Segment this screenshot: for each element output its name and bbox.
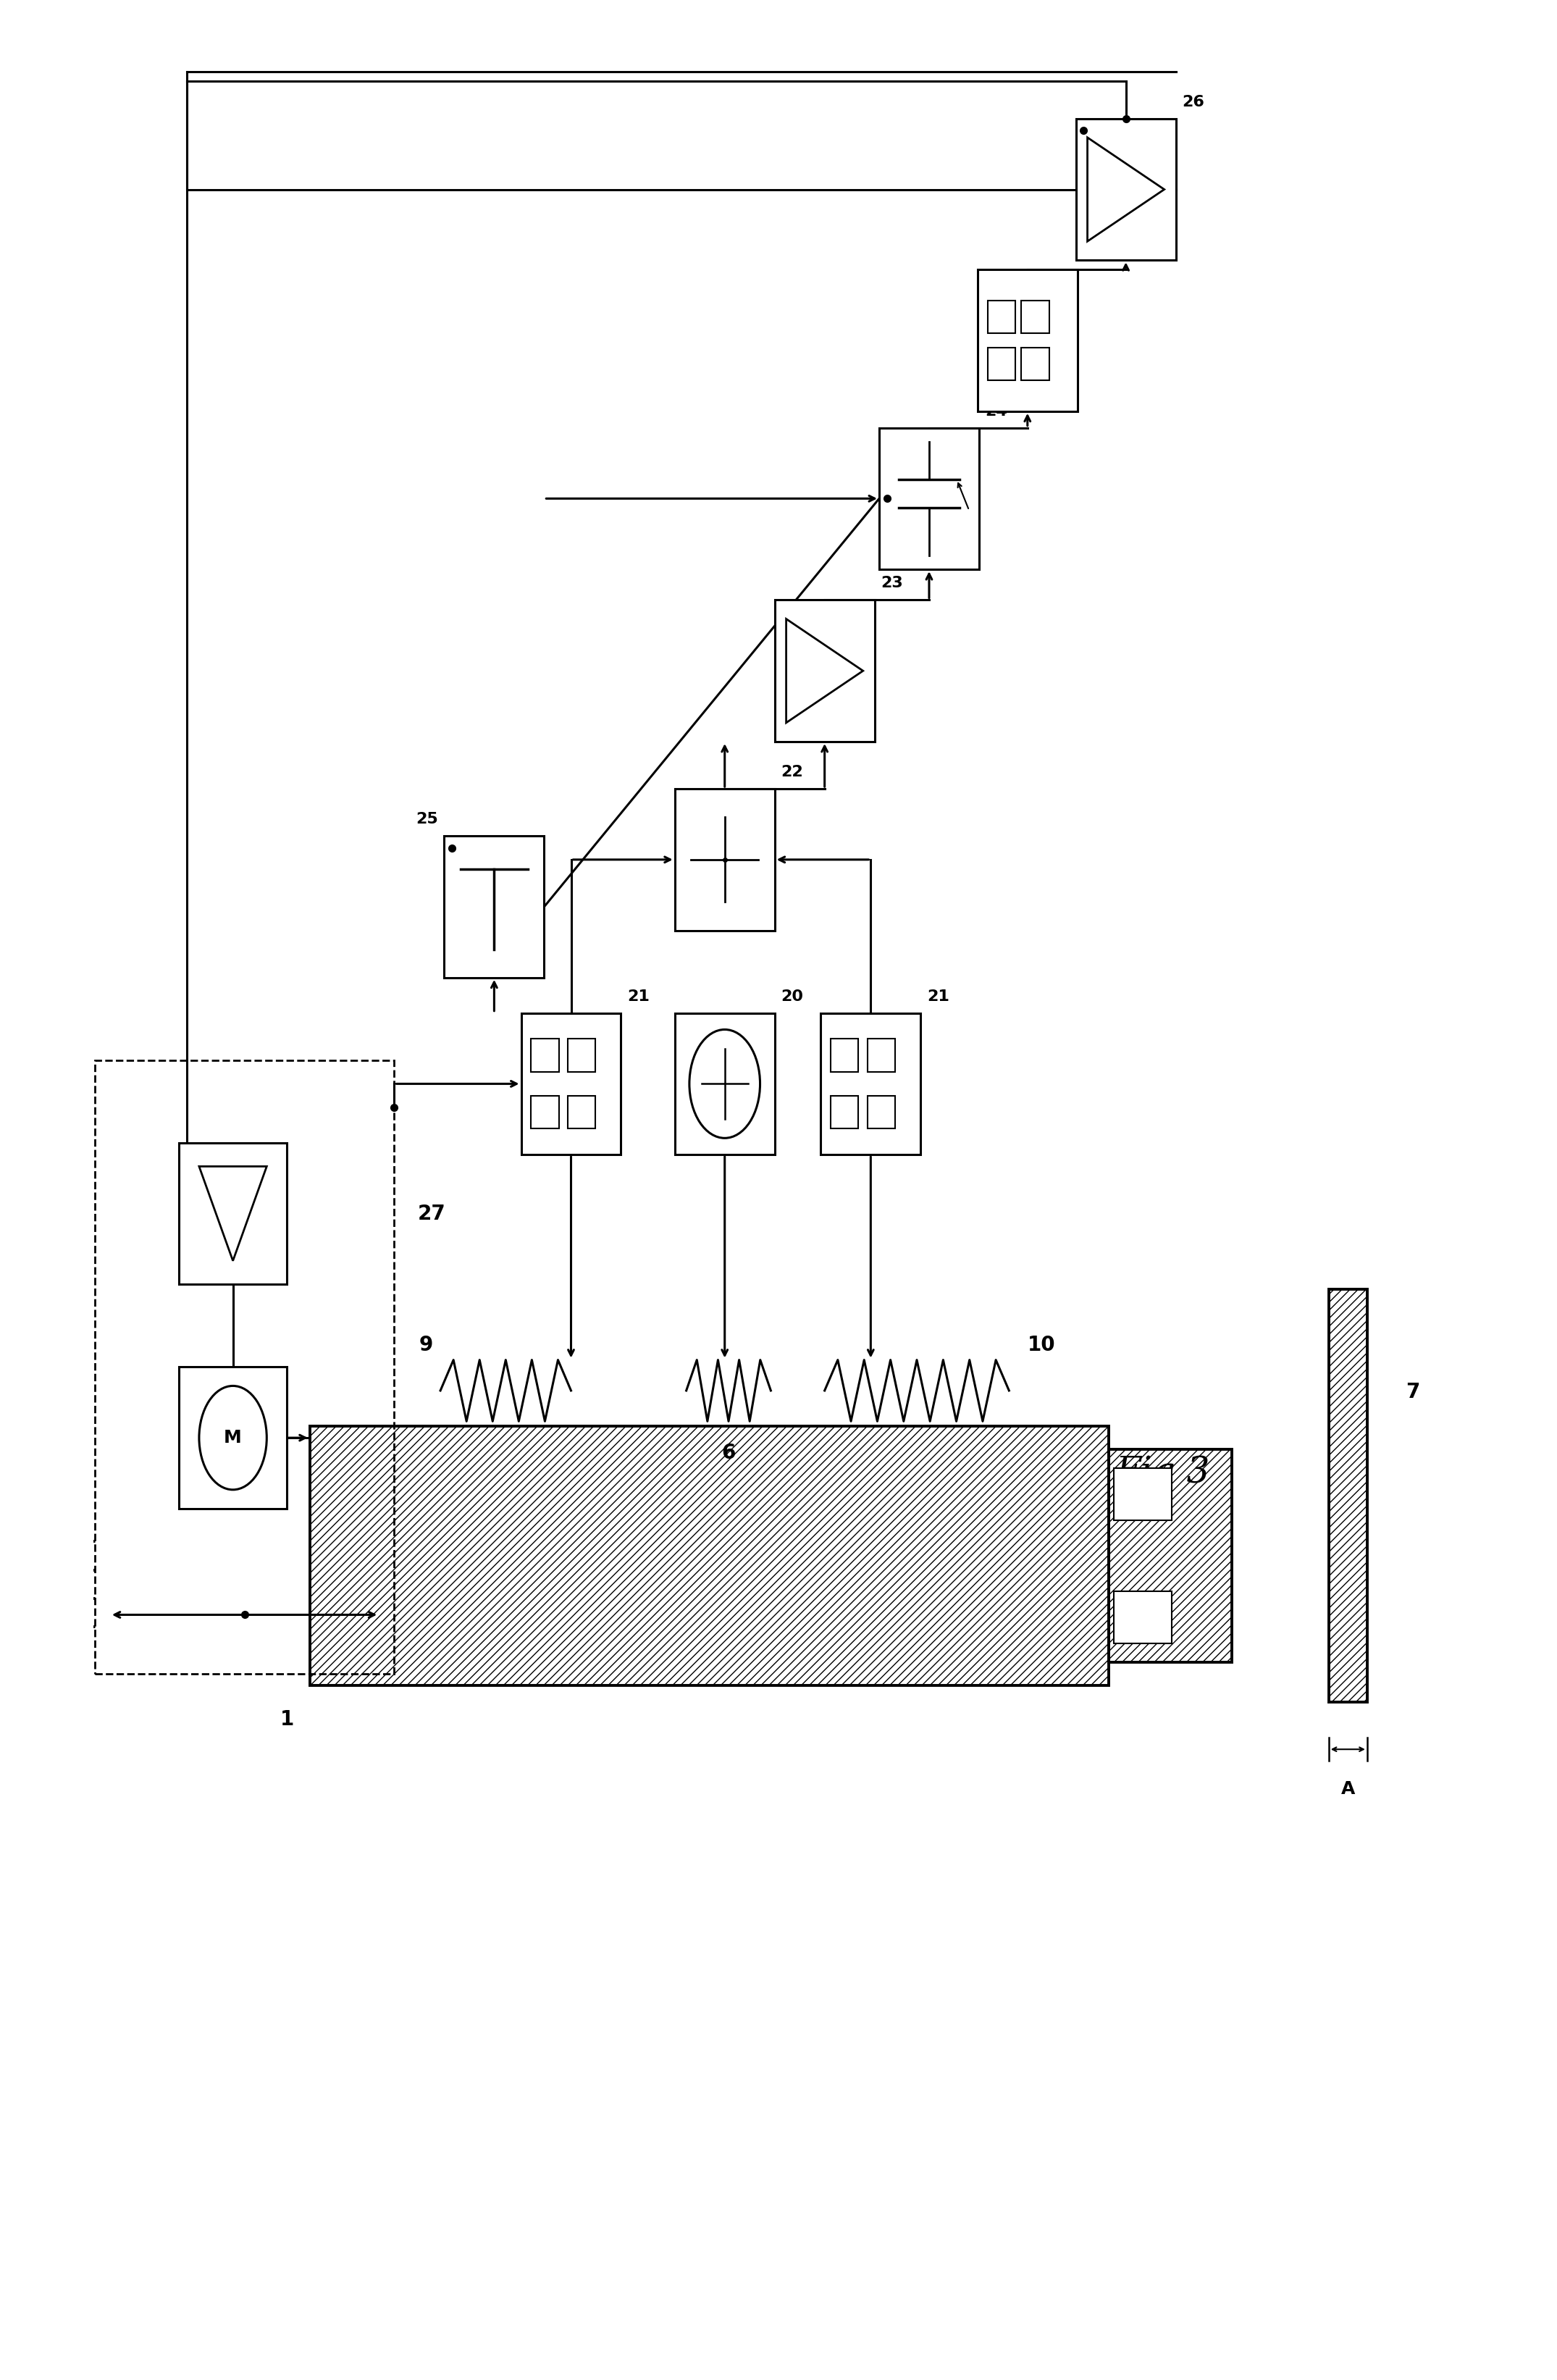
Bar bbox=[531, 1095, 559, 1128]
Circle shape bbox=[199, 1385, 266, 1490]
Bar bbox=[179, 1366, 286, 1509]
Circle shape bbox=[690, 1031, 760, 1138]
Bar bbox=[674, 1014, 775, 1154]
Text: 21: 21 bbox=[627, 990, 649, 1004]
Bar bbox=[867, 1040, 895, 1071]
Text: 20: 20 bbox=[780, 990, 803, 1004]
Text: A: A bbox=[1341, 1780, 1355, 1797]
Text: 27: 27 bbox=[417, 1204, 445, 1223]
Bar bbox=[522, 1014, 621, 1154]
Bar bbox=[831, 1040, 858, 1071]
Bar bbox=[880, 428, 979, 569]
Bar bbox=[831, 1095, 858, 1128]
Text: 1: 1 bbox=[280, 1709, 294, 1730]
Bar bbox=[987, 300, 1015, 333]
Text: 6: 6 bbox=[721, 1442, 735, 1464]
Text: 25: 25 bbox=[416, 812, 438, 826]
Bar bbox=[1021, 300, 1049, 333]
Bar bbox=[310, 1426, 1109, 1685]
Text: Fig 3: Fig 3 bbox=[1115, 1454, 1210, 1492]
Text: 22: 22 bbox=[780, 764, 803, 778]
Bar bbox=[95, 1059, 394, 1673]
Bar bbox=[1076, 119, 1176, 259]
Text: 9: 9 bbox=[419, 1335, 433, 1354]
Bar bbox=[444, 835, 543, 978]
Bar bbox=[1021, 347, 1049, 381]
Text: 25: 25 bbox=[1084, 245, 1105, 259]
Text: 7: 7 bbox=[1406, 1383, 1420, 1402]
Bar bbox=[978, 269, 1077, 412]
Bar bbox=[531, 1040, 559, 1071]
Bar bbox=[179, 1142, 286, 1285]
Bar bbox=[821, 1014, 920, 1154]
Bar bbox=[867, 1095, 895, 1128]
Bar bbox=[568, 1095, 596, 1128]
Text: 24: 24 bbox=[986, 405, 1007, 419]
Bar bbox=[987, 347, 1015, 381]
Bar bbox=[1113, 1592, 1172, 1642]
Text: 10: 10 bbox=[1028, 1335, 1056, 1354]
Bar bbox=[568, 1040, 596, 1071]
Bar bbox=[775, 600, 875, 743]
Text: 21: 21 bbox=[926, 990, 950, 1004]
Text: M: M bbox=[224, 1428, 241, 1447]
Bar bbox=[674, 788, 775, 931]
Bar bbox=[1328, 1290, 1367, 1702]
Text: 26: 26 bbox=[1182, 95, 1204, 109]
Text: 23: 23 bbox=[881, 576, 903, 590]
Bar bbox=[1109, 1449, 1232, 1661]
Bar bbox=[1113, 1468, 1172, 1521]
